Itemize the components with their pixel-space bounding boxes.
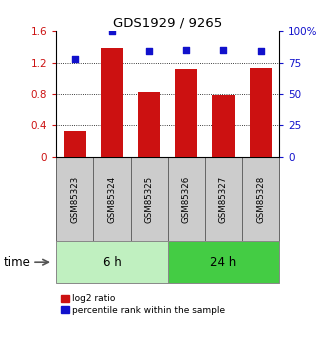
Bar xyxy=(56,241,168,283)
Legend: log2 ratio, percentile rank within the sample: log2 ratio, percentile rank within the s… xyxy=(61,294,226,315)
Text: GSM85327: GSM85327 xyxy=(219,176,228,223)
Bar xyxy=(138,92,160,157)
Text: GSM85326: GSM85326 xyxy=(182,176,191,223)
Bar xyxy=(64,131,86,157)
Text: GSM85324: GSM85324 xyxy=(108,176,117,223)
Bar xyxy=(205,157,242,241)
Point xyxy=(147,48,152,54)
Bar xyxy=(131,157,168,241)
Bar xyxy=(93,157,131,241)
Text: time: time xyxy=(3,256,30,269)
Bar xyxy=(175,69,197,157)
Point xyxy=(109,28,115,34)
Bar xyxy=(168,157,205,241)
Title: GDS1929 / 9265: GDS1929 / 9265 xyxy=(113,17,222,30)
Bar xyxy=(242,157,279,241)
Text: GSM85323: GSM85323 xyxy=(70,176,79,223)
Point xyxy=(72,56,77,61)
Bar xyxy=(168,241,279,283)
Point xyxy=(184,47,189,53)
Bar xyxy=(213,95,235,157)
Point xyxy=(258,48,263,54)
Bar xyxy=(249,68,272,157)
Text: 24 h: 24 h xyxy=(210,256,237,269)
Point xyxy=(221,47,226,53)
Text: GSM85328: GSM85328 xyxy=(256,176,265,223)
Bar xyxy=(56,157,93,241)
Bar xyxy=(101,48,123,157)
Text: 6 h: 6 h xyxy=(103,256,121,269)
Text: GSM85325: GSM85325 xyxy=(145,176,154,223)
